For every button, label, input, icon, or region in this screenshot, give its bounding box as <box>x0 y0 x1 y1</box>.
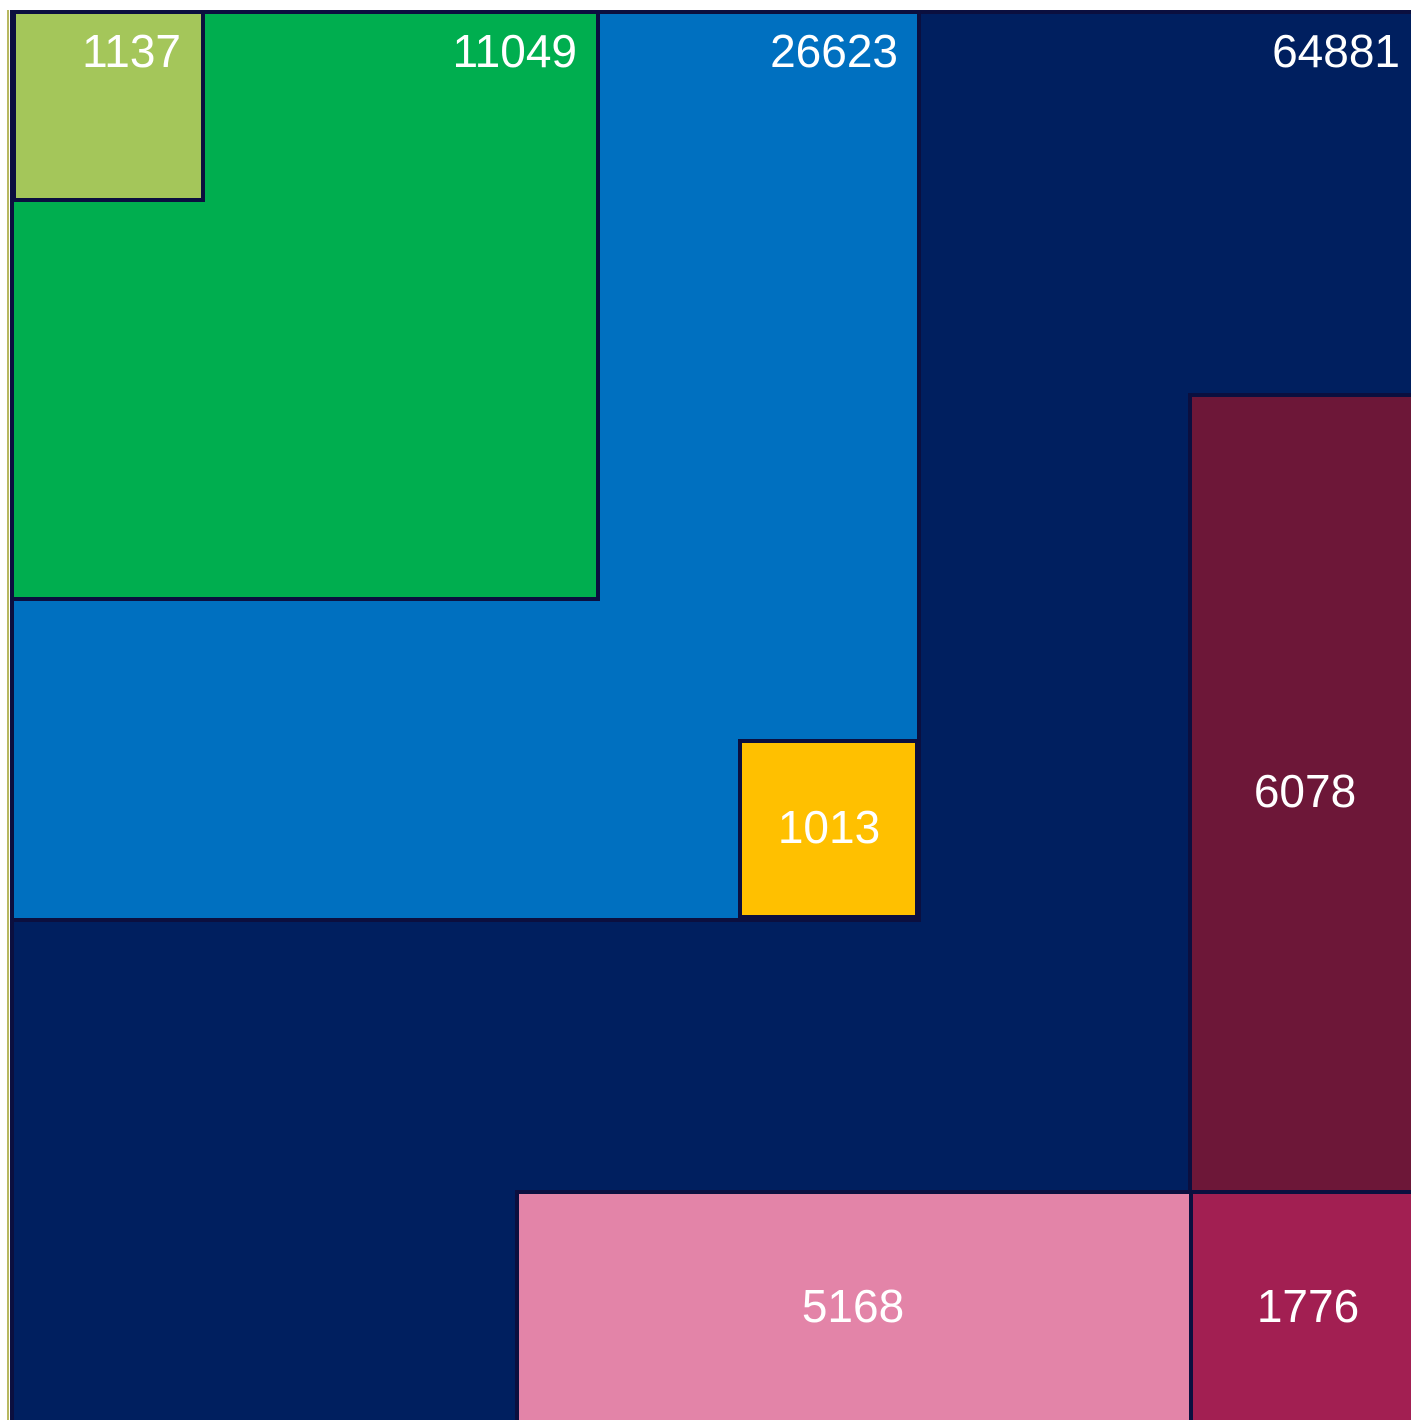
box-label: 64881 <box>1272 25 1400 77</box>
box-label: 5168 <box>802 1280 904 1332</box>
box-label: 1776 <box>1257 1280 1359 1332</box>
box-label: 1137 <box>82 25 181 77</box>
box <box>738 739 919 919</box>
box-label: 6078 <box>1254 765 1356 817</box>
box-label: 1013 <box>778 801 880 853</box>
box <box>515 1190 1193 1420</box>
box-label: 11049 <box>452 25 577 77</box>
box-label: 26623 <box>770 25 898 77</box>
box <box>1189 1190 1411 1420</box>
box <box>12 10 205 202</box>
